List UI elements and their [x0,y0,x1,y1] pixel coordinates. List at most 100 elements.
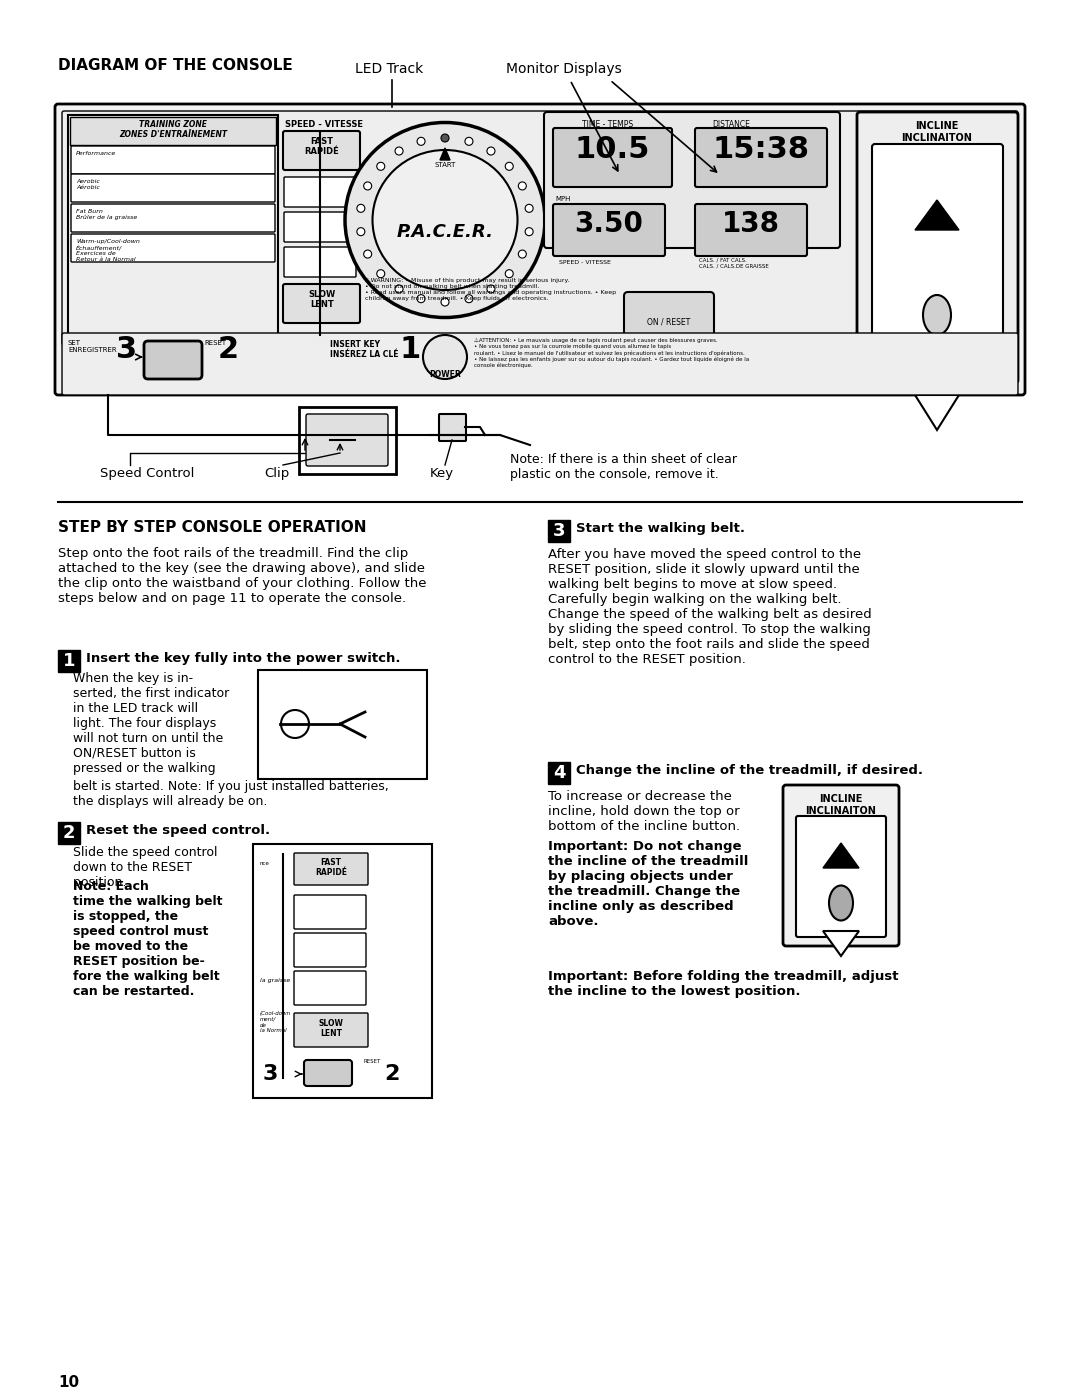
FancyBboxPatch shape [696,204,807,256]
Text: STEP BY STEP CONSOLE OPERATION: STEP BY STEP CONSOLE OPERATION [58,520,366,535]
Polygon shape [440,148,450,161]
Text: Key: Key [430,467,454,481]
Text: belt is started. Note: If you just installed batteries,
the displays will alread: belt is started. Note: If you just insta… [73,780,389,807]
FancyBboxPatch shape [858,112,1018,383]
Polygon shape [915,200,959,231]
Text: Insert the key fully into the power switch.: Insert the key fully into the power swit… [86,652,401,665]
Text: 10: 10 [58,1375,79,1390]
Circle shape [441,134,449,142]
Circle shape [417,295,426,303]
FancyBboxPatch shape [294,933,366,967]
Circle shape [364,182,372,190]
FancyBboxPatch shape [624,292,714,352]
Text: 2: 2 [63,824,76,842]
FancyBboxPatch shape [294,1013,368,1046]
Text: CALS. / FAT CALS.
CALS. / CALS.DE GRAISSE: CALS. / FAT CALS. CALS. / CALS.DE GRAISS… [699,258,769,268]
Circle shape [465,295,473,303]
Polygon shape [915,395,959,430]
Circle shape [518,182,526,190]
Text: START: START [434,162,456,168]
Text: Change the incline of the treadmill, if desired.: Change the incline of the treadmill, if … [576,764,923,777]
Text: RESET: RESET [363,1059,380,1065]
Text: TRAINING ZONE
ZONES D'ENTRAÎNEMENT: TRAINING ZONE ZONES D'ENTRAÎNEMENT [119,120,227,140]
Circle shape [377,162,384,170]
FancyBboxPatch shape [71,147,275,175]
FancyBboxPatch shape [796,816,886,937]
Text: INSERT KEY
INSÉREZ LA CLÉ: INSERT KEY INSÉREZ LA CLÉ [330,339,399,359]
Circle shape [395,147,403,155]
FancyBboxPatch shape [284,177,356,207]
Text: 3: 3 [264,1065,279,1084]
FancyBboxPatch shape [306,414,388,467]
FancyBboxPatch shape [696,129,827,187]
Text: RESET: RESET [204,339,226,346]
FancyBboxPatch shape [70,117,276,145]
Text: 2: 2 [384,1065,400,1084]
FancyBboxPatch shape [294,895,366,929]
Ellipse shape [373,149,517,291]
Text: 10.5: 10.5 [575,136,650,163]
Text: INCLINE
INCLINAITON: INCLINE INCLINAITON [806,793,877,816]
Text: Monitor Displays: Monitor Displays [507,61,622,75]
Text: DISTANCE: DISTANCE [712,120,750,129]
FancyBboxPatch shape [58,821,80,844]
Text: Clip: Clip [264,467,289,481]
Circle shape [505,270,513,278]
Text: FAST
RAPIDÉ: FAST RAPIDÉ [315,858,347,877]
Text: When the key is in-
serted, the first indicator
in the LED track will
light. The: When the key is in- serted, the first in… [73,672,229,775]
FancyBboxPatch shape [294,854,368,886]
Circle shape [377,270,384,278]
Text: Important: Before folding the treadmill, adjust
the incline to the lowest positi: Important: Before folding the treadmill,… [548,970,899,997]
FancyBboxPatch shape [548,520,570,542]
Text: INCLINE
INCLINAITON: INCLINE INCLINAITON [902,122,972,142]
FancyBboxPatch shape [303,1060,352,1085]
Text: MPH: MPH [555,196,570,203]
Text: SLOW
LENT: SLOW LENT [309,291,336,309]
Text: LED Track: LED Track [355,61,423,75]
Text: Reset the speed control.: Reset the speed control. [86,824,270,837]
Text: Performance: Performance [76,151,117,156]
FancyBboxPatch shape [144,341,202,379]
FancyBboxPatch shape [299,407,396,474]
Ellipse shape [829,886,853,921]
Text: SPEED - VITESSE: SPEED - VITESSE [285,120,363,129]
Circle shape [525,204,534,212]
Circle shape [505,162,513,170]
FancyBboxPatch shape [71,235,275,263]
Text: Speed Control: Speed Control [100,467,194,481]
FancyBboxPatch shape [71,175,275,203]
Text: Fat Burn
Brûler de la graisse: Fat Burn Brûler de la graisse [76,210,137,221]
Ellipse shape [923,295,951,335]
Circle shape [423,335,467,379]
FancyBboxPatch shape [253,844,432,1098]
Text: (Cool-down
ment/
de
la Normal: (Cool-down ment/ de la Normal [260,1011,292,1034]
Ellipse shape [345,123,545,317]
Text: Warm-up/Cool-down
Échauffement/
Exercices de
Retour à la Normal: Warm-up/Cool-down Échauffement/ Exercice… [76,239,140,263]
FancyBboxPatch shape [58,650,80,672]
FancyBboxPatch shape [62,110,1018,345]
FancyBboxPatch shape [548,761,570,784]
Text: 1: 1 [400,334,420,363]
Text: Note: Each
time the walking belt
is stopped, the
speed control must
be moved to : Note: Each time the walking belt is stop… [73,880,222,997]
Text: la graisse: la graisse [260,978,291,983]
FancyBboxPatch shape [438,414,465,441]
Text: ON / RESET: ON / RESET [647,317,690,327]
Text: DIAGRAM OF THE CONSOLE: DIAGRAM OF THE CONSOLE [58,59,293,73]
FancyBboxPatch shape [55,103,1025,395]
Text: 1: 1 [63,652,76,671]
Circle shape [525,228,534,236]
Text: SPEED - VITESSE: SPEED - VITESSE [559,260,611,265]
FancyBboxPatch shape [71,204,275,232]
Text: 3: 3 [553,522,565,541]
Text: FAST
RAPIDÉ: FAST RAPIDÉ [305,137,339,156]
Text: ⚠WARNING: • Misuse of this product may result in serious injury.
• Do not stand : ⚠WARNING: • Misuse of this product may r… [365,278,616,300]
Text: SLOW
LENT: SLOW LENT [319,1018,343,1038]
FancyBboxPatch shape [62,332,1018,395]
Text: Note: If there is a thin sheet of clear
plastic on the console, remove it.: Note: If there is a thin sheet of clear … [510,453,737,481]
Text: Aerobic
Aérobic: Aerobic Aérobic [76,179,99,190]
Text: SET
ENREGISTRER: SET ENREGISTRER [68,339,117,353]
FancyBboxPatch shape [284,212,356,242]
Text: 2: 2 [217,334,239,363]
Polygon shape [823,842,859,868]
Text: 4: 4 [553,764,565,782]
